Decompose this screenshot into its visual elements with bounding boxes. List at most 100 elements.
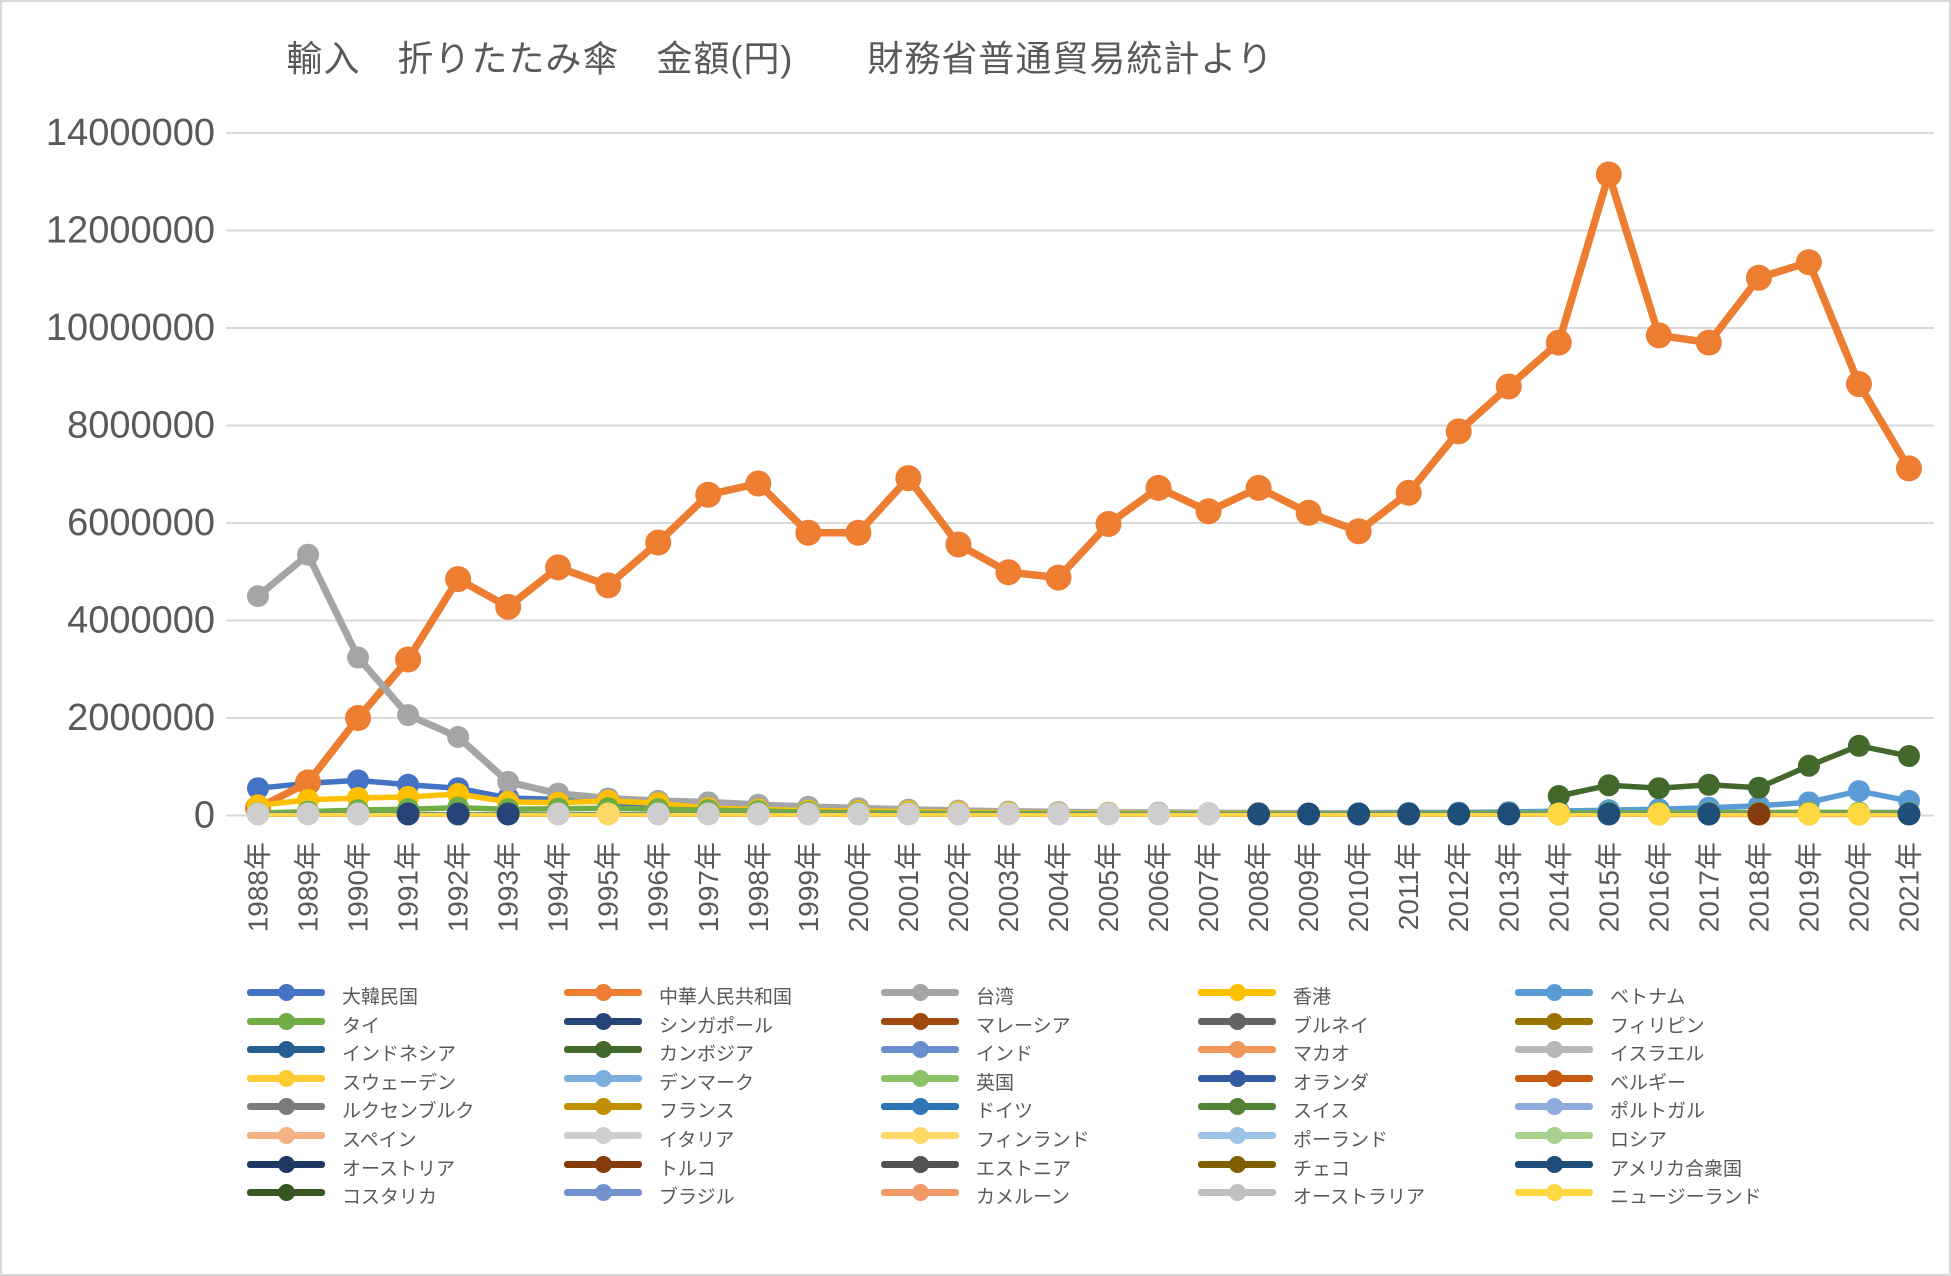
zero-line-point xyxy=(596,802,620,826)
zero-line-point xyxy=(296,802,320,826)
y-axis-tick-label: 14000000 xyxy=(46,112,215,154)
zero-line-point xyxy=(946,802,970,826)
series-line-1 xyxy=(254,170,1913,812)
zero-line-point xyxy=(996,802,1020,826)
series-point-1 xyxy=(345,705,372,731)
series-point-2 xyxy=(247,585,269,608)
series-point-11 xyxy=(1747,776,1770,799)
x-axis-tick-label: 2013年 xyxy=(1493,842,1524,932)
zero-line-point xyxy=(796,802,820,826)
series-point-1 xyxy=(1345,518,1372,545)
x-axis-tick-label: 2014年 xyxy=(1543,842,1574,932)
series-point-1 xyxy=(745,470,772,497)
y-axis-tick-label: 4000000 xyxy=(67,600,215,642)
series-point-2 xyxy=(497,770,520,793)
zero-line-point xyxy=(1397,802,1421,826)
zero-line-point xyxy=(546,802,570,826)
series-point-11 xyxy=(1897,745,1920,768)
series-point-11 xyxy=(1797,754,1820,777)
zero-line-point xyxy=(396,802,420,826)
x-axis-tick-label: 2008年 xyxy=(1243,842,1274,932)
series-point-1 xyxy=(1095,510,1122,537)
zero-line-point xyxy=(696,802,720,826)
y-axis-tick-label: 10000000 xyxy=(46,307,215,349)
zero-line-point xyxy=(1297,802,1321,826)
series-point-1 xyxy=(1145,474,1172,501)
x-axis-tick-label: 2010年 xyxy=(1343,842,1374,932)
series-point-1 xyxy=(1045,564,1072,591)
x-axis-tick-label: 2004年 xyxy=(1043,842,1074,932)
series-point-1 xyxy=(1895,455,1922,482)
zero-line-point xyxy=(1797,802,1821,826)
series-point-1 xyxy=(595,572,622,599)
series-point-1 xyxy=(1595,161,1622,188)
zero-line-point xyxy=(1747,802,1771,826)
y-axis-tick-label: 8000000 xyxy=(67,405,215,447)
x-axis-tick-label: 2011年 xyxy=(1393,842,1424,930)
x-axis-tick-label: 2012年 xyxy=(1443,842,1474,932)
chart-title: 輸入 折りたたみ傘 金額(円) 財務省普通貿易統計より xyxy=(286,38,1274,79)
x-axis-tick-label: 2000年 xyxy=(843,842,874,932)
x-axis-tick-label: 2002年 xyxy=(943,842,974,932)
series-point-1 xyxy=(1645,322,1672,349)
series-point-2 xyxy=(297,543,320,566)
zero-line-point xyxy=(1447,802,1471,826)
x-axis-tick-label: 2020年 xyxy=(1843,842,1874,932)
series-point-1 xyxy=(1195,498,1222,525)
x-axis-tick-label: 2019年 xyxy=(1793,842,1824,932)
x-axis-tick-label: 1994年 xyxy=(543,842,574,932)
series-point-1 xyxy=(1845,371,1872,398)
zero-line-point xyxy=(496,802,520,826)
zero-line-point xyxy=(896,802,920,826)
series-point-4 xyxy=(1847,780,1870,803)
x-axis-tick-label: 2021年 xyxy=(1893,842,1924,932)
x-axis-tick-label: 1989年 xyxy=(293,842,324,932)
zero-line-point xyxy=(1147,802,1171,826)
series-point-2 xyxy=(447,726,470,749)
x-axis-tick-label: 1990年 xyxy=(343,842,374,932)
zero-line-point xyxy=(646,802,670,826)
series-point-1 xyxy=(395,646,422,673)
x-axis-tick-label: 1998年 xyxy=(743,842,774,932)
x-axis-tick-label: 1991年 xyxy=(393,842,424,932)
x-axis-tick-label: 1996年 xyxy=(643,842,674,932)
x-axis-tick-label: 1999年 xyxy=(793,842,824,932)
x-axis-tick-label: 2017年 xyxy=(1693,842,1724,932)
x-axis-tick-label: 2006年 xyxy=(1143,842,1174,932)
zero-line-point xyxy=(1897,802,1921,826)
zero-line-point xyxy=(346,802,370,826)
x-axis-tick-label: 2009年 xyxy=(1293,842,1324,932)
x-axis-tick-label: 1997年 xyxy=(693,842,724,932)
series-point-11 xyxy=(1697,773,1720,796)
zero-line-point xyxy=(846,802,870,826)
series-point-1 xyxy=(1445,418,1472,445)
series-point-2 xyxy=(347,646,370,669)
series-point-1 xyxy=(1745,264,1772,291)
series-point-1 xyxy=(845,519,872,546)
zero-line-point xyxy=(1497,802,1521,826)
series-point-1 xyxy=(545,554,572,581)
series-point-1 xyxy=(495,593,522,620)
x-axis-tick-label: 1993年 xyxy=(493,842,524,932)
x-axis-tick-label: 2005年 xyxy=(1093,842,1124,932)
series-point-1 xyxy=(1545,329,1572,356)
x-axis-tick-label: 2018年 xyxy=(1743,842,1774,932)
x-axis-tick-label: 2001年 xyxy=(893,842,924,932)
zero-line-point xyxy=(1197,802,1221,826)
series-point-0 xyxy=(247,777,269,800)
series-point-1 xyxy=(895,465,922,492)
x-axis-tick-label: 2007年 xyxy=(1193,842,1224,932)
series-point-1 xyxy=(945,531,972,558)
series-point-11 xyxy=(1847,734,1870,757)
series-point-1 xyxy=(795,519,822,546)
y-axis-tick-label: 0 xyxy=(194,795,215,837)
y-axis-tick-label: 2000000 xyxy=(67,697,215,739)
series-point-0 xyxy=(347,769,370,792)
zero-line-point xyxy=(1847,802,1871,826)
y-axis-tick-label: 6000000 xyxy=(67,502,215,544)
x-axis-tick-label: 2003年 xyxy=(993,842,1024,932)
x-axis-tick-label: 1988年 xyxy=(243,842,274,932)
series-point-1 xyxy=(1395,479,1422,506)
x-axis-tick-label: 2016年 xyxy=(1643,842,1674,932)
